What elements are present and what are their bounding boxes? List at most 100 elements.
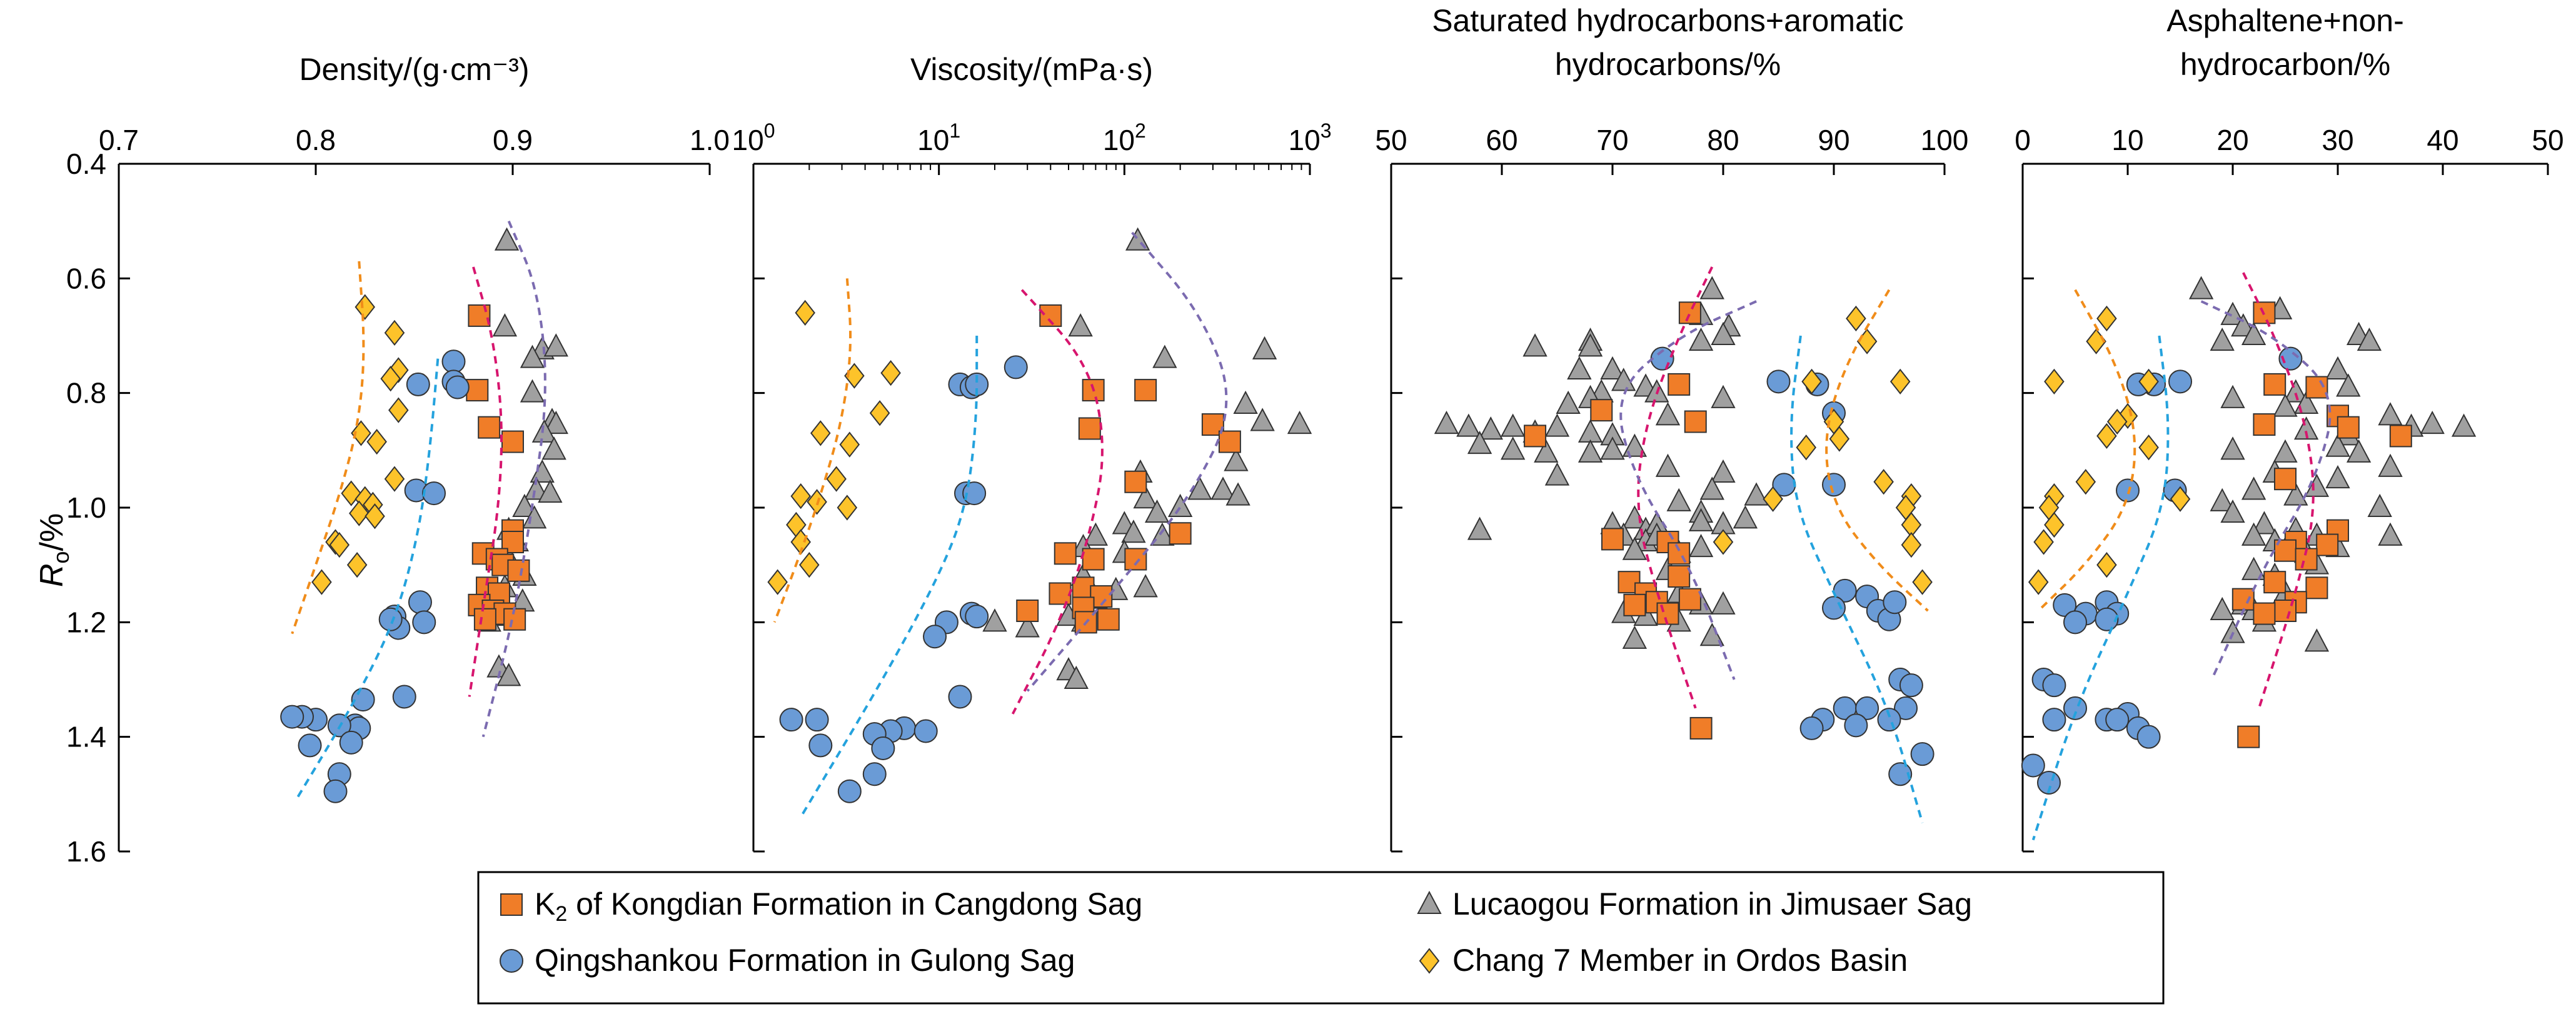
point-chang7-asphaltene-15	[2028, 569, 2049, 595]
point-qingshankou-saturated-22	[1888, 762, 1913, 786]
point-chang7-viscosity-6	[826, 466, 847, 492]
trend-line-kongdian-saturated	[1637, 266, 1714, 709]
legend-label-kongdian: K2 of Kongdian Formation in Cangdong Sag	[535, 886, 1142, 926]
point-qingshankou-density-6	[408, 590, 432, 615]
point-lucaogou-asphaltene-15	[2451, 413, 2477, 437]
panel-title-asphaltene-1: hydrocarbon/%	[2180, 47, 2390, 82]
point-lucaogou-saturated-34	[1711, 459, 1736, 483]
point-lucaogou-asphaltene-8	[2325, 356, 2350, 379]
point-lucaogou-saturated-61	[1622, 625, 1648, 649]
point-qingshankou-asphaltene-11	[2063, 610, 2087, 635]
point-lucaogou-saturated-4	[1688, 328, 1714, 351]
point-qingshankou-asphaltene-1	[2168, 369, 2192, 394]
point-kongdian-saturated-12	[1623, 593, 1646, 616]
point-chang7-saturated-0	[1846, 305, 1866, 332]
series-qingshankou-viscosity	[779, 355, 1028, 803]
point-lucaogou-density-5	[520, 379, 545, 403]
point-lucaogou-asphaltene-33	[2220, 499, 2245, 523]
legend: K2 of Kongdian Formation in Cangdong Sag…	[477, 871, 2165, 1005]
point-lucaogou-saturated-35	[1699, 476, 1724, 500]
point-kongdian-asphaltene-2	[2305, 376, 2328, 399]
point-kongdian-saturated-1	[1668, 373, 1691, 396]
point-lucaogou-density-13	[512, 493, 537, 517]
point-lucaogou-density-25	[496, 663, 521, 686]
point-kongdian-viscosity-16	[1097, 608, 1120, 631]
point-lucaogou-viscosity-4	[1233, 390, 1258, 414]
point-qingshankou-viscosity-18	[808, 733, 833, 758]
point-kongdian-asphaltene-4	[2337, 416, 2360, 439]
point-lucaogou-saturated-37	[1744, 482, 1769, 506]
x-tick-label-asphaltene-3: 30	[2322, 124, 2353, 156]
point-qingshankou-viscosity-19	[862, 762, 887, 786]
point-kongdian-density-1	[466, 379, 489, 402]
point-qingshankou-asphaltene-20	[2136, 725, 2161, 749]
x-tick-label-density-3: 1.0	[690, 124, 730, 156]
point-kongdian-asphaltene-5	[2253, 413, 2276, 436]
point-chang7-density-7	[384, 466, 405, 492]
point-kongdian-viscosity-12	[1049, 582, 1072, 605]
point-chang7-saturated-6	[1796, 434, 1817, 461]
x-tick-label-asphaltene-5: 50	[2532, 124, 2563, 156]
point-chang7-density-3	[380, 366, 401, 392]
point-lucaogou-density-7	[543, 410, 568, 434]
point-qingshankou-density-22	[323, 779, 348, 803]
point-lucaogou-asphaltene-21	[2346, 439, 2372, 463]
point-lucaogou-density-11	[524, 476, 549, 500]
point-lucaogou-asphaltene-49	[2220, 620, 2245, 643]
x-tick-label-asphaltene-4: 40	[2427, 124, 2458, 156]
point-qingshankou-density-1	[441, 349, 466, 374]
point-lucaogou-saturated-18	[1434, 410, 1459, 434]
point-lucaogou-saturated-3	[1711, 321, 1736, 345]
trend-line-lucaogou-saturated	[1619, 300, 1757, 680]
panel-viscosity: 100 101 102 103 Viscosity/(mPa·s)	[732, 52, 1331, 853]
point-lucaogou-viscosity-15	[1144, 499, 1170, 523]
point-lucaogou-asphaltene-46	[2210, 596, 2235, 620]
point-qingshankou-viscosity-5	[962, 481, 987, 506]
point-qingshankou-saturated-11	[1883, 590, 1907, 615]
point-qingshankou-density-0	[406, 372, 430, 396]
point-kongdian-viscosity-3	[1078, 417, 1101, 440]
trend-line-lucaogou-density	[481, 220, 546, 738]
panels-layer: 0.7 0.8 0.9 1.0 0.4 0.6 0.8 1.0 1.2 1.4 1.6 Density…	[66, 3, 2564, 868]
point-kongdian-asphaltene-15	[2231, 588, 2255, 611]
trend-line-chang7-asphaltene	[2037, 289, 2136, 612]
point-kongdian-viscosity-7	[1169, 522, 1192, 545]
point-lucaogou-viscosity-2	[1152, 344, 1177, 368]
trend-line-kongdian-asphaltene	[2242, 272, 2315, 709]
point-lucaogou-saturated-24	[1577, 419, 1603, 443]
point-qingshankou-density-9	[378, 607, 403, 631]
point-lucaogou-asphaltene-31	[2367, 493, 2392, 517]
series-kongdian-asphaltene	[2231, 301, 2412, 748]
legend-label-qingshankou: Qingshankou Formation in Gulong Sag	[535, 943, 1075, 978]
point-lucaogou-asphaltene-30	[2210, 488, 2235, 511]
y-tick-label-3: 1.0	[66, 491, 106, 524]
point-chang7-density-12	[365, 503, 385, 530]
point-lucaogou-saturated-20	[1478, 416, 1503, 440]
point-lucaogou-saturated-50	[1622, 536, 1648, 560]
point-kongdian-density-0	[468, 304, 491, 327]
point-lucaogou-saturated-28	[1534, 439, 1559, 463]
trend-line-qingshankou-saturated	[1790, 335, 1924, 823]
point-lucaogou-viscosity-13	[1167, 493, 1193, 517]
point-lucaogou-asphaltene-19	[2293, 416, 2319, 440]
point-lucaogou-viscosity-12	[1133, 485, 1158, 509]
point-lucaogou-viscosity-5	[1250, 408, 1275, 431]
point-kongdian-viscosity-0	[1039, 304, 1062, 327]
panel-asphaltene: 0 10 20 30 40 50 Asphaltene+non-hydrocarbon/%	[2015, 3, 2564, 853]
point-lucaogou-density-9	[541, 436, 566, 460]
point-qingshankou-saturated-13	[1899, 673, 1923, 698]
panel-title-viscosity-0: Viscosity/(mPa·s)	[910, 52, 1153, 87]
y-axis-label-sub: o	[48, 551, 74, 564]
point-lucaogou-asphaltene-27	[2325, 465, 2350, 489]
y-axis-label: Ro/%	[34, 513, 74, 587]
point-chang7-density-5	[351, 420, 371, 446]
x-tick-label-saturated-5: 100	[1921, 124, 1969, 156]
point-chang7-saturated-14	[1912, 569, 1933, 595]
point-kongdian-asphaltene-13	[2263, 571, 2287, 594]
point-lucaogou-asphaltene-24	[2378, 453, 2403, 477]
point-chang7-saturated-10	[1763, 486, 1783, 512]
point-chang7-asphaltene-7	[2096, 423, 2117, 449]
point-chang7-asphaltene-5	[2106, 408, 2128, 435]
panel-title-density-0: Density/(g·cm⁻³)	[299, 52, 529, 87]
point-kongdian-saturated-15	[1689, 716, 1713, 740]
